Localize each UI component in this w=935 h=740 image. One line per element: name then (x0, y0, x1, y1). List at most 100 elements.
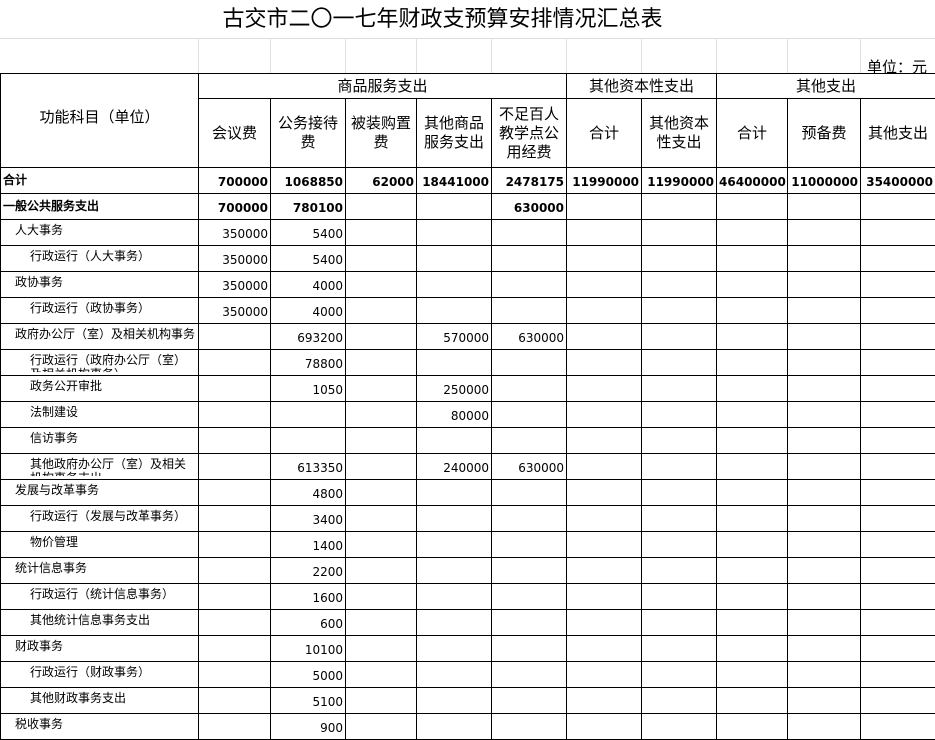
cell-value[interactable] (417, 194, 492, 220)
cell-value[interactable] (199, 428, 271, 454)
cell-value[interactable] (642, 454, 717, 480)
cell-value[interactable]: 80000 (417, 402, 492, 428)
cell-value[interactable]: 4000 (271, 272, 346, 298)
cell-value[interactable] (567, 298, 642, 324)
cell-value[interactable] (642, 480, 717, 506)
cell-value[interactable] (567, 428, 642, 454)
cell-value[interactable] (346, 714, 417, 740)
cell-value[interactable] (346, 324, 417, 350)
cell-value[interactable]: 630000 (492, 324, 567, 350)
row-subject[interactable]: 政府办公厅（室）及相关机构事务 (1, 324, 199, 350)
cell-value[interactable] (717, 714, 788, 740)
cell-value[interactable] (717, 506, 788, 532)
cell-value[interactable] (492, 428, 567, 454)
cell-value[interactable] (788, 376, 861, 402)
cell-value[interactable] (417, 662, 492, 688)
cell-value[interactable] (567, 506, 642, 532)
cell-value[interactable] (271, 428, 346, 454)
cell-value[interactable]: 1600 (271, 584, 346, 610)
cell-value[interactable] (492, 480, 567, 506)
cell-value[interactable] (346, 194, 417, 220)
cell-value[interactable] (717, 454, 788, 480)
cell-value[interactable] (642, 532, 717, 558)
cell-value[interactable] (642, 402, 717, 428)
cell-value[interactable] (492, 220, 567, 246)
cell-value[interactable]: 1400 (271, 532, 346, 558)
cell-value[interactable]: 700000 (199, 194, 271, 220)
cell-value[interactable] (717, 428, 788, 454)
cell-value[interactable] (642, 246, 717, 272)
row-subject[interactable]: 其他财政事务支出 (1, 688, 199, 714)
cell-value[interactable] (417, 532, 492, 558)
cell-value[interactable] (717, 246, 788, 272)
cell-value[interactable] (717, 402, 788, 428)
cell-value[interactable] (788, 402, 861, 428)
cell-value[interactable]: 350000 (199, 272, 271, 298)
cell-value[interactable] (642, 558, 717, 584)
cell-value[interactable] (199, 324, 271, 350)
cell-value[interactable] (417, 558, 492, 584)
row-subject[interactable]: 一般公共服务支出 (1, 194, 199, 220)
cell-value[interactable] (567, 714, 642, 740)
cell-value[interactable] (717, 662, 788, 688)
cell-value[interactable] (788, 194, 861, 220)
cell-value[interactable] (717, 220, 788, 246)
cell-value[interactable] (346, 350, 417, 376)
cell-value[interactable] (788, 662, 861, 688)
cell-value[interactable] (642, 662, 717, 688)
cell-value[interactable]: 10100 (271, 636, 346, 662)
cell-value[interactable] (861, 402, 935, 428)
row-subject[interactable]: 合计 (1, 168, 199, 194)
cell-value[interactable]: 35400000 (861, 168, 935, 194)
cell-value[interactable] (346, 402, 417, 428)
cell-value[interactable]: 11990000 (567, 168, 642, 194)
row-subject[interactable]: 其他政府办公厅（室）及相关机构事务支出 (1, 454, 199, 480)
cell-value[interactable] (346, 454, 417, 480)
row-subject[interactable]: 税收事务 (1, 714, 199, 740)
cell-value[interactable]: 350000 (199, 298, 271, 324)
cell-value[interactable]: 5100 (271, 688, 346, 714)
row-subject[interactable]: 行政运行（财政事务） (1, 662, 199, 688)
cell-value[interactable] (861, 454, 935, 480)
cell-value[interactable]: 46400000 (717, 168, 788, 194)
cell-value[interactable] (567, 324, 642, 350)
cell-value[interactable]: 78800 (271, 350, 346, 376)
cell-value[interactable] (492, 402, 567, 428)
cell-value[interactable]: 693200 (271, 324, 346, 350)
cell-value[interactable] (717, 298, 788, 324)
cell-value[interactable] (492, 636, 567, 662)
cell-value[interactable] (567, 636, 642, 662)
cell-value[interactable] (788, 298, 861, 324)
cell-value[interactable] (567, 688, 642, 714)
cell-value[interactable] (642, 376, 717, 402)
cell-value[interactable] (788, 688, 861, 714)
cell-value[interactable] (199, 532, 271, 558)
cell-value[interactable] (717, 480, 788, 506)
cell-value[interactable] (861, 428, 935, 454)
cell-value[interactable] (861, 610, 935, 636)
cell-value[interactable] (346, 506, 417, 532)
cell-value[interactable] (717, 610, 788, 636)
cell-value[interactable] (492, 584, 567, 610)
cell-value[interactable] (417, 220, 492, 246)
cell-value[interactable] (788, 480, 861, 506)
cell-value[interactable] (346, 272, 417, 298)
cell-value[interactable]: 11000000 (788, 168, 861, 194)
row-subject[interactable]: 发展与改革事务 (1, 480, 199, 506)
cell-value[interactable] (492, 532, 567, 558)
cell-value[interactable] (861, 584, 935, 610)
cell-value[interactable] (417, 480, 492, 506)
cell-value[interactable] (567, 480, 642, 506)
cell-value[interactable] (346, 298, 417, 324)
cell-value[interactable] (199, 350, 271, 376)
cell-value[interactable] (417, 246, 492, 272)
cell-value[interactable] (417, 428, 492, 454)
cell-value[interactable] (346, 558, 417, 584)
cell-value[interactable] (642, 194, 717, 220)
row-subject[interactable]: 物价管理 (1, 532, 199, 558)
cell-value[interactable] (861, 714, 935, 740)
cell-value[interactable]: 350000 (199, 220, 271, 246)
cell-value[interactable] (861, 532, 935, 558)
cell-value[interactable]: 240000 (417, 454, 492, 480)
cell-value[interactable] (492, 246, 567, 272)
